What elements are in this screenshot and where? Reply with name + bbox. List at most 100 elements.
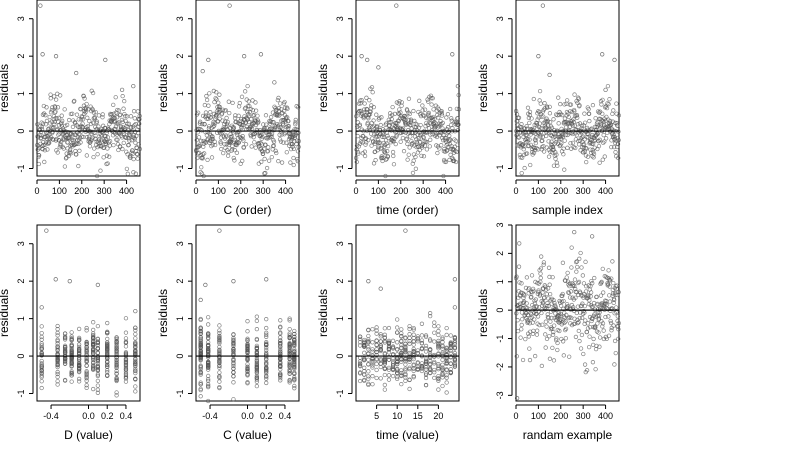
data-point	[362, 377, 367, 383]
data-point	[100, 112, 105, 117]
data-point	[420, 108, 425, 113]
data-point	[385, 149, 390, 154]
data-point	[222, 141, 227, 147]
data-point	[536, 115, 541, 120]
data-point	[131, 156, 136, 162]
data-point	[263, 170, 268, 176]
data-point	[107, 139, 113, 144]
data-point	[554, 137, 559, 142]
data-point	[599, 279, 604, 284]
data-point	[541, 262, 546, 267]
data-point	[137, 113, 142, 119]
data-point	[114, 115, 120, 120]
data-point	[567, 354, 572, 359]
data-point	[386, 346, 392, 352]
x-tick-label: 0.2	[101, 411, 114, 421]
data-point	[198, 348, 203, 353]
data-point	[213, 96, 218, 101]
x-tick-label: 15	[413, 411, 423, 421]
data-point	[76, 363, 82, 368]
data-point	[403, 375, 408, 380]
data-point	[448, 340, 453, 345]
data-point	[525, 126, 530, 131]
data-point	[126, 121, 132, 126]
data-point	[91, 358, 96, 363]
data-point	[549, 315, 554, 321]
data-point	[429, 102, 434, 107]
data-point	[84, 373, 89, 378]
data-point	[391, 162, 397, 167]
data-point	[527, 120, 532, 125]
data-point	[368, 124, 373, 129]
data-point	[580, 311, 586, 316]
data-point	[84, 369, 89, 374]
data-point	[206, 333, 211, 338]
data-point	[40, 147, 45, 152]
data-point	[543, 133, 549, 139]
data-point	[589, 278, 594, 284]
data-point	[84, 385, 89, 390]
data-point	[123, 372, 129, 378]
data-point	[357, 334, 363, 339]
data-point	[104, 153, 110, 158]
data-point	[55, 374, 60, 380]
data-point	[440, 383, 445, 389]
data-point	[539, 254, 544, 259]
data-point	[432, 323, 437, 329]
data-point	[354, 159, 359, 165]
data-point	[435, 150, 440, 156]
data-point	[514, 311, 519, 316]
data-point	[382, 351, 387, 356]
data-point	[44, 105, 49, 110]
data-point	[517, 152, 523, 158]
data-point	[254, 368, 260, 373]
data-point	[556, 95, 561, 100]
data-point	[574, 112, 580, 118]
data-point	[91, 386, 96, 392]
data-point	[271, 143, 276, 148]
data-point	[399, 100, 404, 105]
data-point	[254, 358, 260, 364]
data-point	[607, 97, 612, 102]
data-point	[383, 173, 388, 179]
data-point	[123, 375, 129, 381]
data-point	[212, 123, 217, 128]
data-point	[198, 363, 203, 368]
data-point	[206, 126, 212, 131]
outlier-point	[74, 70, 79, 76]
data-point	[436, 387, 441, 392]
data-point	[590, 360, 596, 365]
data-point	[93, 110, 98, 115]
data-point	[206, 347, 211, 353]
outlier-point	[547, 72, 552, 78]
data-point	[123, 316, 129, 321]
x-tick-label: 20	[433, 411, 443, 421]
data-point	[78, 107, 83, 112]
data-point	[403, 350, 408, 355]
data-point	[423, 360, 429, 365]
data-point	[615, 135, 620, 141]
data-point	[119, 125, 124, 130]
data-point	[563, 132, 568, 138]
data-point	[422, 139, 427, 144]
data-point	[62, 361, 68, 366]
data-point	[69, 369, 74, 374]
data-point	[390, 356, 396, 361]
data-point	[399, 368, 404, 373]
data-point	[55, 344, 60, 349]
outlier-point	[103, 57, 108, 63]
data-point	[545, 303, 550, 309]
data-point	[546, 315, 551, 320]
data-point	[58, 139, 64, 145]
data-point	[606, 333, 612, 338]
data-point	[587, 298, 592, 303]
data-point	[448, 333, 453, 338]
data-point	[278, 318, 283, 323]
data-point	[231, 332, 236, 337]
data-point	[417, 147, 422, 153]
x-tick-label: 0	[34, 186, 39, 196]
data-point	[570, 140, 576, 146]
data-point	[423, 346, 429, 351]
data-point	[597, 335, 603, 340]
data-point	[53, 105, 58, 110]
